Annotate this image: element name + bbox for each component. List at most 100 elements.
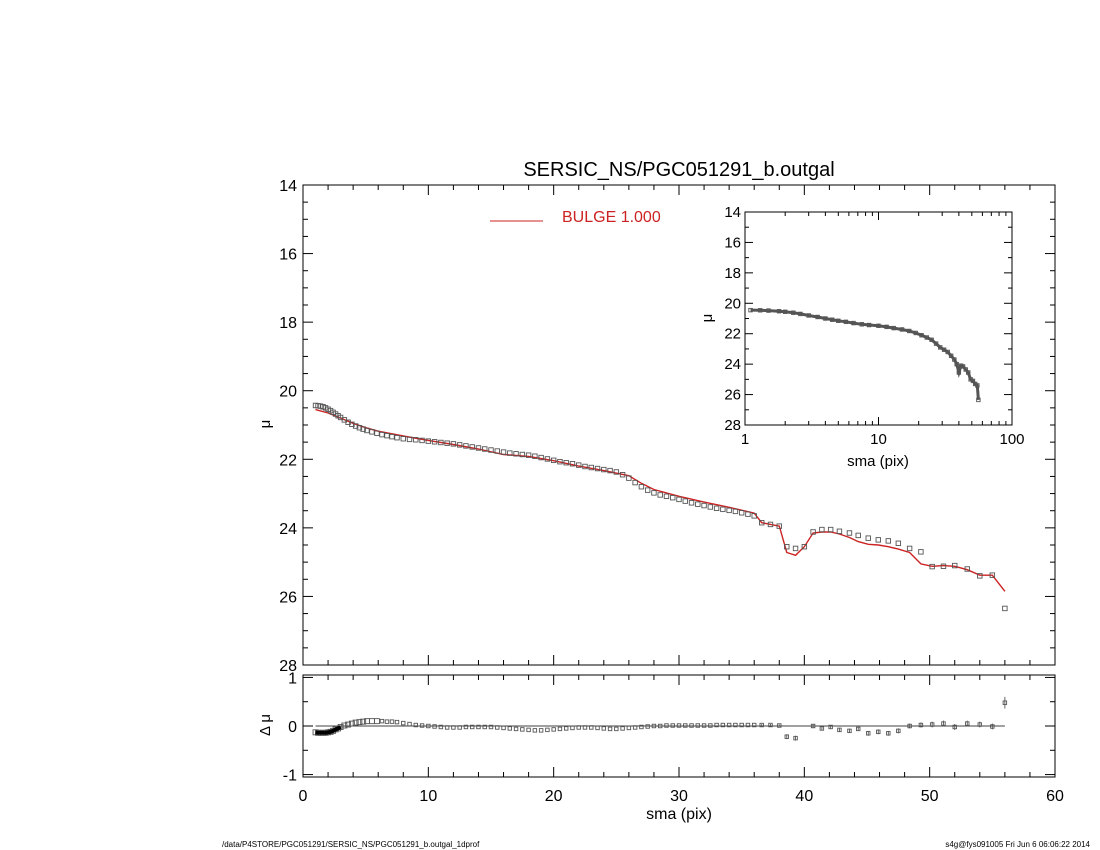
main-plot-panel: 14 16 18 20 22 24 26 28	[279, 178, 1056, 675]
data-point	[576, 462, 582, 468]
data-point	[676, 496, 682, 503]
inset-x-tick-label: 1	[741, 431, 749, 448]
residual-point	[538, 728, 544, 733]
data-point	[389, 433, 395, 440]
residual-point	[837, 727, 842, 733]
residual-point	[620, 726, 625, 731]
data-point	[638, 484, 645, 490]
data-point	[557, 458, 563, 465]
inset-data-point	[876, 323, 881, 329]
inset-x-axis-label: sma (pix)	[847, 453, 909, 470]
residual-point	[733, 722, 738, 728]
residual-point	[614, 726, 619, 732]
residual-point	[918, 722, 924, 728]
residual-point	[739, 722, 744, 728]
inset-data-point	[970, 378, 976, 384]
residual-point	[589, 725, 594, 730]
residual-point	[379, 718, 385, 724]
data-point	[726, 507, 732, 514]
data-point	[651, 490, 657, 496]
residual-point	[695, 723, 700, 728]
residual-point	[488, 724, 494, 730]
data-point	[352, 423, 359, 429]
inset-data-point	[830, 317, 835, 322]
residual-x-tick-label: 40	[795, 788, 813, 805]
residual-point	[513, 726, 519, 732]
residual-point	[407, 721, 412, 727]
residual-x-tick-label: 60	[1046, 788, 1064, 805]
inset-data-point	[938, 345, 943, 350]
data-point	[413, 437, 419, 443]
inset-data-point	[948, 353, 954, 358]
residual-x-tick-label: 20	[545, 788, 563, 805]
residual-point	[532, 728, 538, 733]
data-point	[431, 439, 438, 445]
residual-point	[356, 719, 363, 726]
data-point	[550, 457, 557, 464]
inset-data-band	[750, 308, 980, 401]
inset-y-tick-label: 18	[724, 265, 741, 282]
data-point	[438, 439, 444, 446]
residual-point	[476, 724, 481, 730]
residual-point	[495, 725, 500, 730]
residual-point	[886, 731, 891, 736]
residual-point	[828, 724, 833, 730]
inset-data-point	[963, 367, 968, 372]
residual-x-tick-label: 10	[419, 788, 437, 805]
residual-point	[576, 725, 581, 730]
data-point	[688, 500, 695, 506]
data-point	[670, 494, 676, 501]
residual-point	[626, 725, 632, 731]
inset-plot-frame	[744, 211, 1013, 426]
data-point	[400, 436, 406, 442]
data-point	[364, 427, 370, 434]
residual-point	[784, 734, 789, 739]
inset-y-tick-label: 24	[724, 356, 741, 373]
inset-data-point	[782, 309, 788, 315]
inset-data-point	[929, 337, 934, 342]
data-point	[784, 544, 790, 550]
residual-point	[907, 723, 912, 729]
inset-data-point	[866, 322, 872, 328]
inset-data-point	[859, 322, 865, 327]
data-point	[964, 566, 970, 572]
data-point	[682, 498, 688, 504]
residual-point	[658, 723, 663, 729]
inset-x-tick-label: 10	[870, 431, 887, 448]
residual-point	[990, 724, 995, 729]
data-point	[469, 444, 475, 450]
residual-point	[341, 722, 348, 729]
residual-point	[345, 721, 352, 728]
data-point	[444, 440, 450, 446]
residual-point	[551, 727, 556, 732]
residual-point	[426, 723, 431, 729]
residual-point	[965, 721, 970, 726]
residual-point	[720, 722, 726, 728]
residual-point	[1002, 700, 1008, 705]
data-point	[644, 487, 651, 493]
inset-data-point	[758, 308, 763, 313]
data-point	[532, 453, 538, 459]
inset-data-point	[956, 370, 962, 375]
inset-data-point	[806, 313, 811, 318]
inset-data-point	[791, 310, 796, 315]
data-point	[720, 506, 726, 513]
residual-point	[384, 719, 390, 724]
data-point	[663, 493, 670, 500]
residual-point	[708, 723, 713, 728]
data-point	[707, 504, 714, 510]
data-point	[588, 464, 594, 471]
residual-point	[419, 723, 425, 728]
inset-plot-panel: 1 10 100 14 16 18 20 22 24 26 28	[724, 204, 1024, 448]
residual-point	[444, 725, 450, 730]
inset-data-point	[945, 349, 950, 355]
data-point	[488, 447, 494, 453]
data-point	[918, 549, 924, 555]
residual-point	[651, 723, 657, 729]
data-point	[776, 523, 782, 529]
residual-point	[793, 735, 798, 741]
data-point	[369, 429, 375, 435]
residual-point	[977, 722, 982, 727]
inset-y-tick-label: 16	[724, 234, 741, 251]
inset-data-point	[960, 364, 966, 369]
